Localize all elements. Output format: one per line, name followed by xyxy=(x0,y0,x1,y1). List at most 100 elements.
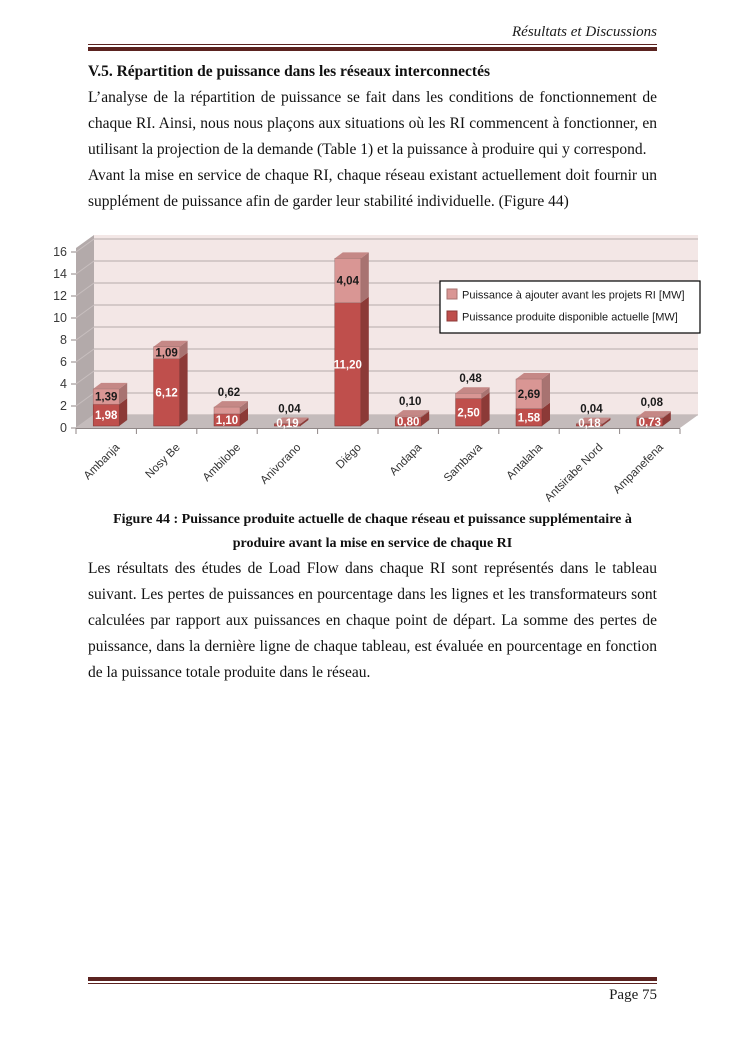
bar-segment-top xyxy=(395,410,430,417)
x-axis-category-label: Anivorano xyxy=(258,442,303,487)
page-footer: Page 75 xyxy=(88,977,657,1004)
value-label-to-add: 4,04 xyxy=(337,276,360,288)
side-wall-gridline xyxy=(75,238,95,253)
value-label-to-add: 1,09 xyxy=(155,348,177,360)
bar-segment-side xyxy=(179,340,188,359)
value-label-current: 0,19 xyxy=(276,418,298,430)
legend-swatch xyxy=(446,288,458,300)
value-label-current: 6,12 xyxy=(155,387,177,399)
x-axis-category-label: Nosy Be xyxy=(143,442,182,481)
bar-segment-side xyxy=(240,407,248,426)
y-axis-label: 10 xyxy=(53,311,67,325)
side-wall-gridline xyxy=(75,370,95,385)
y-axis-label: 0 xyxy=(60,421,67,435)
bar-segment-top xyxy=(214,401,248,408)
bar-Ambanja: 1,98 1,39 xyxy=(92,382,128,427)
running-header: Résultats et Discussions xyxy=(88,22,657,51)
bar-Antsirabe Nord: 0,18 0,04 xyxy=(576,404,611,430)
bar-Anivorano: 0,19 0,04 xyxy=(274,403,309,430)
bar-Nosy Be: 6,12 1,09 xyxy=(153,340,188,427)
bar-Diégo: 11,20 4,04 xyxy=(334,252,369,427)
bar-segment-side xyxy=(360,296,369,426)
x-axis-category-label: Ambanja xyxy=(82,441,123,482)
bar-segment-side xyxy=(421,411,430,426)
side-wall-gridline xyxy=(75,304,95,319)
bar-segment-side xyxy=(542,373,550,409)
bar-segment-to-add xyxy=(153,346,180,359)
bar-segment-current xyxy=(455,398,482,427)
bar-segment-side xyxy=(662,411,671,418)
bar-segment-top xyxy=(274,417,309,424)
y-axis-label: 6 xyxy=(60,355,67,369)
y-axis-label: 16 xyxy=(53,245,67,259)
side-wall-gridline xyxy=(75,282,95,297)
value-label-current: 0,73 xyxy=(639,417,661,429)
x-axis-category-label: Andapa xyxy=(388,441,425,478)
body-text-block-2: Les résultats des études de Load Flow da… xyxy=(88,556,657,686)
paragraph-3: Les résultats des études de Load Flow da… xyxy=(88,560,657,681)
bar-segment-side xyxy=(542,402,550,426)
section-heading: V.5. Répartition de puissance dans les r… xyxy=(88,63,490,80)
x-axis-category-label: Ampanefena xyxy=(611,441,666,496)
y-axis-label: 14 xyxy=(53,267,67,281)
chart-legend: Puissance à ajouter avant les projets RI… xyxy=(439,280,701,334)
bar-segment-side xyxy=(602,417,611,425)
bar-segment-side xyxy=(481,392,490,426)
value-label-current: 1,98 xyxy=(95,410,118,422)
bar-segment-to-add xyxy=(515,378,543,409)
bar-segment-to-add xyxy=(334,258,362,304)
x-axis-category-label: Sambava xyxy=(442,441,485,484)
bar-Ampanefena: 0,73 0,08 xyxy=(636,397,671,429)
chart-canvas: 0 2 4 6 8 10 12 14 16 1,98 1,39 6,12 1,09 1,10 0,62 0,1… xyxy=(53,235,701,505)
bar-segment-to-add xyxy=(92,388,120,405)
x-axis-category-label: Antalaha xyxy=(505,441,546,482)
bar-segment-side xyxy=(662,411,671,426)
bar-segment-side xyxy=(119,382,128,405)
y-axis-label: 8 xyxy=(60,333,67,347)
y-axis-label: 4 xyxy=(60,377,67,391)
figure-44-chart: 0 2 4 6 8 10 12 14 16 1,98 1,39 6,12 1,09 1,10 0,62 0,1… xyxy=(38,224,708,510)
footer-rule xyxy=(88,977,657,984)
paragraph-1: L’analyse de la répartition de puissance… xyxy=(88,89,657,158)
bar-segment-side xyxy=(300,417,309,426)
running-title: Résultats et Discussions xyxy=(512,24,657,40)
y-axis-label: 12 xyxy=(53,289,67,303)
page-number: Page 75 xyxy=(609,987,657,1003)
chart-side-wall xyxy=(76,235,94,428)
value-label-current: 0,80 xyxy=(397,417,419,429)
legend-swatch xyxy=(446,310,458,322)
y-axis-label: 2 xyxy=(60,399,67,413)
bar-segment-to-add xyxy=(394,415,422,418)
value-label-to-add: 2,69 xyxy=(518,389,540,401)
body-text-block: L’analyse de la répartition de puissance… xyxy=(88,85,657,215)
bar-segment-side xyxy=(421,410,430,418)
value-label-to-add: 1,39 xyxy=(95,392,117,404)
value-label-to-add: 0,04 xyxy=(580,404,603,416)
legend-label: Puissance à ajouter avant les projets RI… xyxy=(462,290,685,302)
paragraph-2: Avant la mise en service de chaque RI, c… xyxy=(88,167,657,210)
value-label-to-add: 0,10 xyxy=(399,396,421,408)
x-axis-category-label: Antsirabe Nord xyxy=(543,442,606,505)
bar-segment-top xyxy=(636,411,671,418)
value-label-current: 11,20 xyxy=(334,359,362,371)
bar-segment-to-add xyxy=(213,406,241,415)
bar-segment-top xyxy=(153,340,188,347)
value-label-to-add: 0,48 xyxy=(459,373,482,385)
value-label-current: 0,18 xyxy=(578,418,601,430)
bar-segment-top xyxy=(516,373,550,380)
value-label-current: 1,58 xyxy=(518,412,541,424)
bar-segment-side xyxy=(602,418,611,426)
header-rule xyxy=(88,44,657,51)
bar-segment-side xyxy=(240,401,248,414)
value-label-to-add: 0,62 xyxy=(218,387,240,399)
bar-segment-top xyxy=(334,252,369,259)
bar-Antalaha: 1,58 2,69 xyxy=(515,373,550,427)
bar-Ambilobe: 1,10 0,62 xyxy=(213,387,248,427)
bar-Sambava: 2,50 0,48 xyxy=(455,373,490,427)
bar-segment-top xyxy=(455,387,490,394)
side-wall-gridline xyxy=(75,260,95,275)
bar-segment-side xyxy=(300,417,309,424)
bar-segment-side xyxy=(179,352,188,426)
value-label-to-add: 0,04 xyxy=(278,403,301,415)
bar-Andapa: 0,80 0,10 xyxy=(394,396,430,429)
